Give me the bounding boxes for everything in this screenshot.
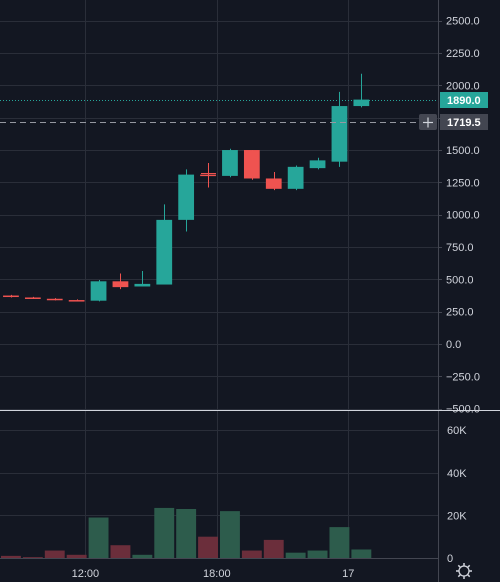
volume-bar: [241, 550, 262, 558]
candle-body: [243, 150, 260, 179]
candle-body: [112, 281, 129, 288]
volume-tick-label: 60K: [447, 425, 467, 437]
volume-bar: [329, 527, 350, 558]
price-tick-label: −500.0: [446, 404, 480, 416]
candles: [3, 73, 370, 302]
volume-tick-label: 0: [447, 553, 453, 565]
last-price-badge-bg: [440, 92, 488, 108]
gear-icon[interactable]: [456, 563, 472, 579]
volume-axis[interactable]: 60K 40K 20K 0: [447, 425, 467, 565]
price-axis[interactable]: 2500.02250.02000.01750.01500.01250.01000…: [438, 16, 480, 416]
time-tick-label: 12:00: [72, 568, 100, 580]
volume-bar: [263, 539, 284, 558]
plus-icon[interactable]: [423, 117, 433, 128]
candle-body: [90, 281, 107, 301]
candle-body: [134, 283, 151, 287]
candle-body: [24, 297, 41, 299]
crosshair-price-label: 1719.5: [447, 117, 481, 129]
volume-bar: [198, 536, 218, 558]
price-tick-label: 500.0: [446, 274, 474, 286]
price-tick-label: 2500.0: [446, 16, 480, 28]
candle-body: [178, 174, 195, 220]
candle-body: [265, 178, 282, 189]
cursor-cross: [201, 166, 216, 181]
volume-bar: [44, 550, 65, 558]
volume-bar: [110, 545, 131, 558]
last-price-badge: 1890.0: [440, 92, 488, 108]
candle-body: [287, 166, 304, 189]
candle-body: [3, 295, 19, 298]
candle-body: [331, 106, 348, 162]
volume-bar: [285, 552, 306, 558]
crosshair-price-badge: 1719.5: [419, 114, 488, 130]
price-tick-label: 1000.0: [446, 210, 480, 222]
price-tick-label: 1250.0: [446, 177, 480, 189]
volume-bars: [1, 507, 372, 558]
volume-bar: [1, 555, 21, 558]
volume-bar: [307, 550, 328, 558]
volume-bar: [132, 554, 153, 558]
price-tick-label: −250.0: [446, 371, 480, 383]
price-tick-label: 2000.0: [446, 80, 480, 92]
volume-tick-label: 40K: [447, 468, 467, 480]
volume-bar: [154, 507, 175, 558]
price-tick-label: 2250.0: [446, 48, 480, 60]
crosshair-price-badge-bg: [440, 114, 488, 130]
volume-bar: [66, 554, 87, 558]
volume-tick-label: 20K: [447, 510, 467, 522]
volume-bar: [88, 517, 109, 558]
price-tick-label: 250.0: [446, 307, 474, 319]
price-tick-label: 0.0: [446, 339, 461, 351]
last-price-label: 1890.0: [447, 95, 481, 107]
time-tick-label: 18:00: [203, 568, 231, 580]
grid-lines: [0, 0, 438, 558]
candle-body: [353, 99, 370, 107]
time-axis[interactable]: 12:00 18:00 17: [72, 568, 355, 580]
candle-body: [46, 298, 63, 301]
price-tick-label: 750.0: [446, 242, 474, 254]
candle-body: [309, 160, 326, 169]
candle-body: [68, 300, 85, 302]
candle-body: [222, 150, 238, 176]
price-tick-label: 1500.0: [446, 145, 480, 157]
volume-bar: [22, 557, 43, 558]
price-lines: [0, 100, 438, 123]
volume-bar: [220, 511, 240, 558]
volume-bar: [351, 549, 372, 558]
time-tick-label: 17: [342, 568, 354, 580]
volume-bar: [176, 509, 197, 558]
candle-body: [156, 219, 173, 285]
